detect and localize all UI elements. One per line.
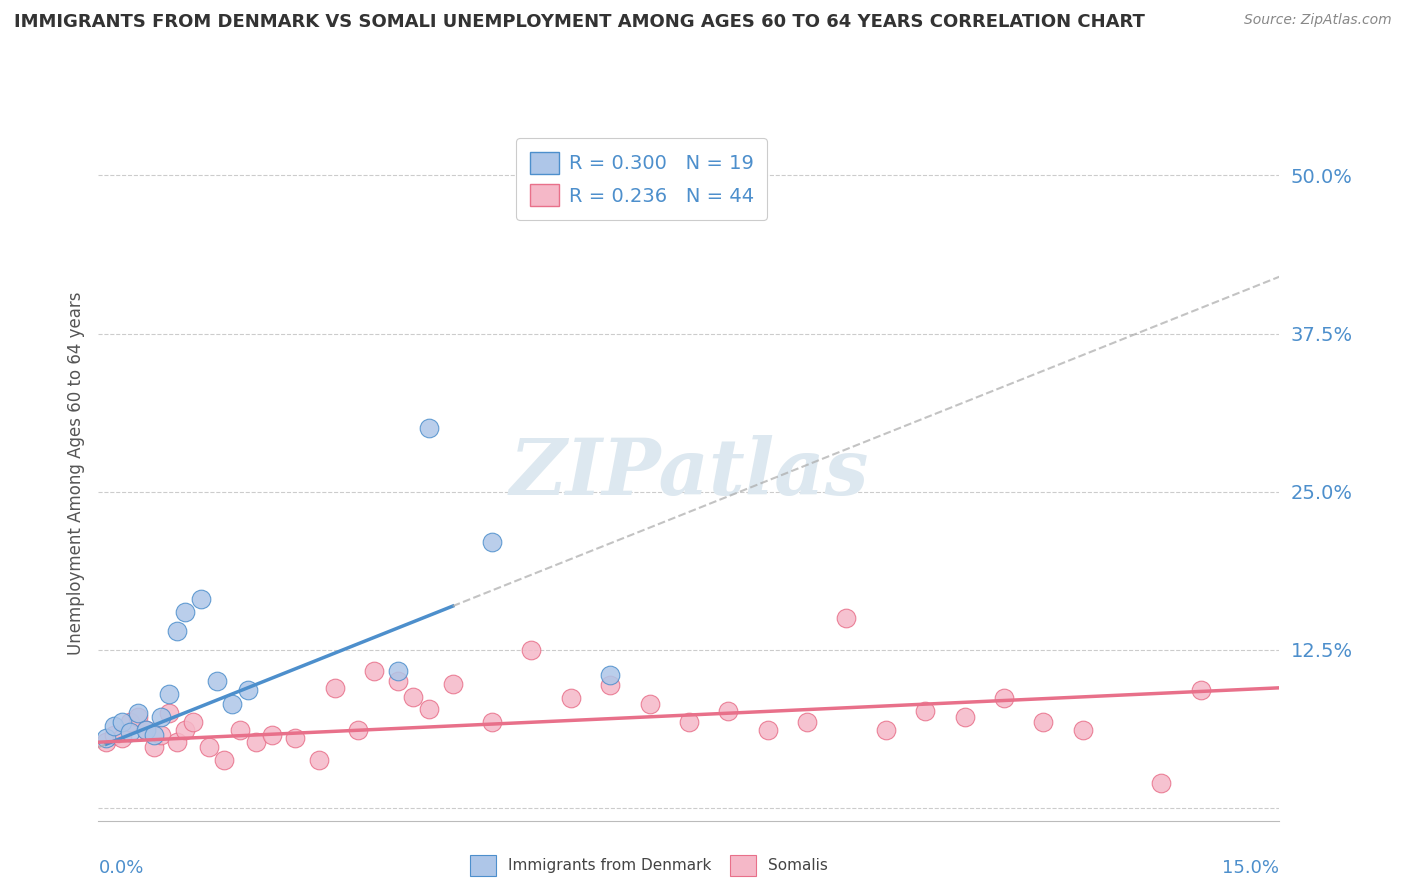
Point xyxy=(638,698,661,712)
Point xyxy=(150,710,173,724)
Point xyxy=(953,710,976,724)
Point xyxy=(717,704,740,718)
Point xyxy=(135,723,157,737)
Text: Immigrants from Denmark: Immigrants from Denmark xyxy=(508,858,711,873)
Point xyxy=(127,710,149,724)
Point xyxy=(387,665,409,679)
Point xyxy=(111,731,134,746)
Point xyxy=(835,611,858,625)
Point xyxy=(481,714,503,729)
Bar xyxy=(471,855,496,876)
Point xyxy=(441,677,464,691)
Y-axis label: Unemployment Among Ages 60 to 64 years: Unemployment Among Ages 60 to 64 years xyxy=(66,291,84,655)
Point xyxy=(418,702,440,716)
Point xyxy=(166,624,188,638)
Point xyxy=(157,687,180,701)
Point xyxy=(363,665,385,679)
Point xyxy=(174,605,197,619)
Point xyxy=(166,735,188,749)
Point xyxy=(181,714,204,729)
Point xyxy=(157,706,180,720)
Point xyxy=(150,728,173,742)
Point xyxy=(135,723,157,737)
Point xyxy=(236,683,259,698)
Point xyxy=(96,731,118,746)
Point xyxy=(418,421,440,435)
Point xyxy=(402,690,425,704)
Point xyxy=(560,690,582,705)
Point xyxy=(142,740,165,755)
Legend: R = 0.300   N = 19, R = 0.236   N = 44: R = 0.300 N = 19, R = 0.236 N = 44 xyxy=(516,138,768,220)
Point xyxy=(103,719,125,733)
Point xyxy=(197,740,219,755)
Text: IMMIGRANTS FROM DENMARK VS SOMALI UNEMPLOYMENT AMONG AGES 60 TO 64 YEARS CORRELA: IMMIGRANTS FROM DENMARK VS SOMALI UNEMPL… xyxy=(14,13,1144,31)
Point xyxy=(796,714,818,729)
Bar xyxy=(730,855,756,876)
Point xyxy=(174,723,197,737)
Point xyxy=(756,723,779,737)
Point xyxy=(1150,775,1173,789)
Point xyxy=(118,714,141,729)
Point xyxy=(205,674,228,689)
Point xyxy=(520,643,543,657)
Point xyxy=(387,674,409,689)
Point xyxy=(260,728,283,742)
Point xyxy=(221,698,243,712)
Point xyxy=(308,753,330,767)
Point xyxy=(111,714,134,729)
Point xyxy=(229,723,252,737)
Point xyxy=(993,690,1015,705)
Point xyxy=(1189,683,1212,698)
Point xyxy=(127,706,149,720)
Point xyxy=(1032,714,1054,729)
Point xyxy=(1071,723,1094,737)
Text: Source: ZipAtlas.com: Source: ZipAtlas.com xyxy=(1244,13,1392,28)
Point xyxy=(678,714,700,729)
Point xyxy=(142,728,165,742)
Point xyxy=(323,681,346,695)
Text: 15.0%: 15.0% xyxy=(1222,859,1279,877)
Point xyxy=(214,753,236,767)
Point xyxy=(599,668,621,682)
Point xyxy=(245,735,267,749)
Text: 0.0%: 0.0% xyxy=(98,859,143,877)
Point xyxy=(118,725,141,739)
Point xyxy=(284,731,307,746)
Point xyxy=(96,735,118,749)
Point xyxy=(347,723,370,737)
Point xyxy=(599,678,621,692)
Point xyxy=(481,535,503,549)
Point xyxy=(875,723,897,737)
Text: ZIPatlas: ZIPatlas xyxy=(509,434,869,511)
Point xyxy=(103,728,125,742)
Point xyxy=(914,704,936,718)
Text: Somalis: Somalis xyxy=(768,858,828,873)
Point xyxy=(190,592,212,607)
